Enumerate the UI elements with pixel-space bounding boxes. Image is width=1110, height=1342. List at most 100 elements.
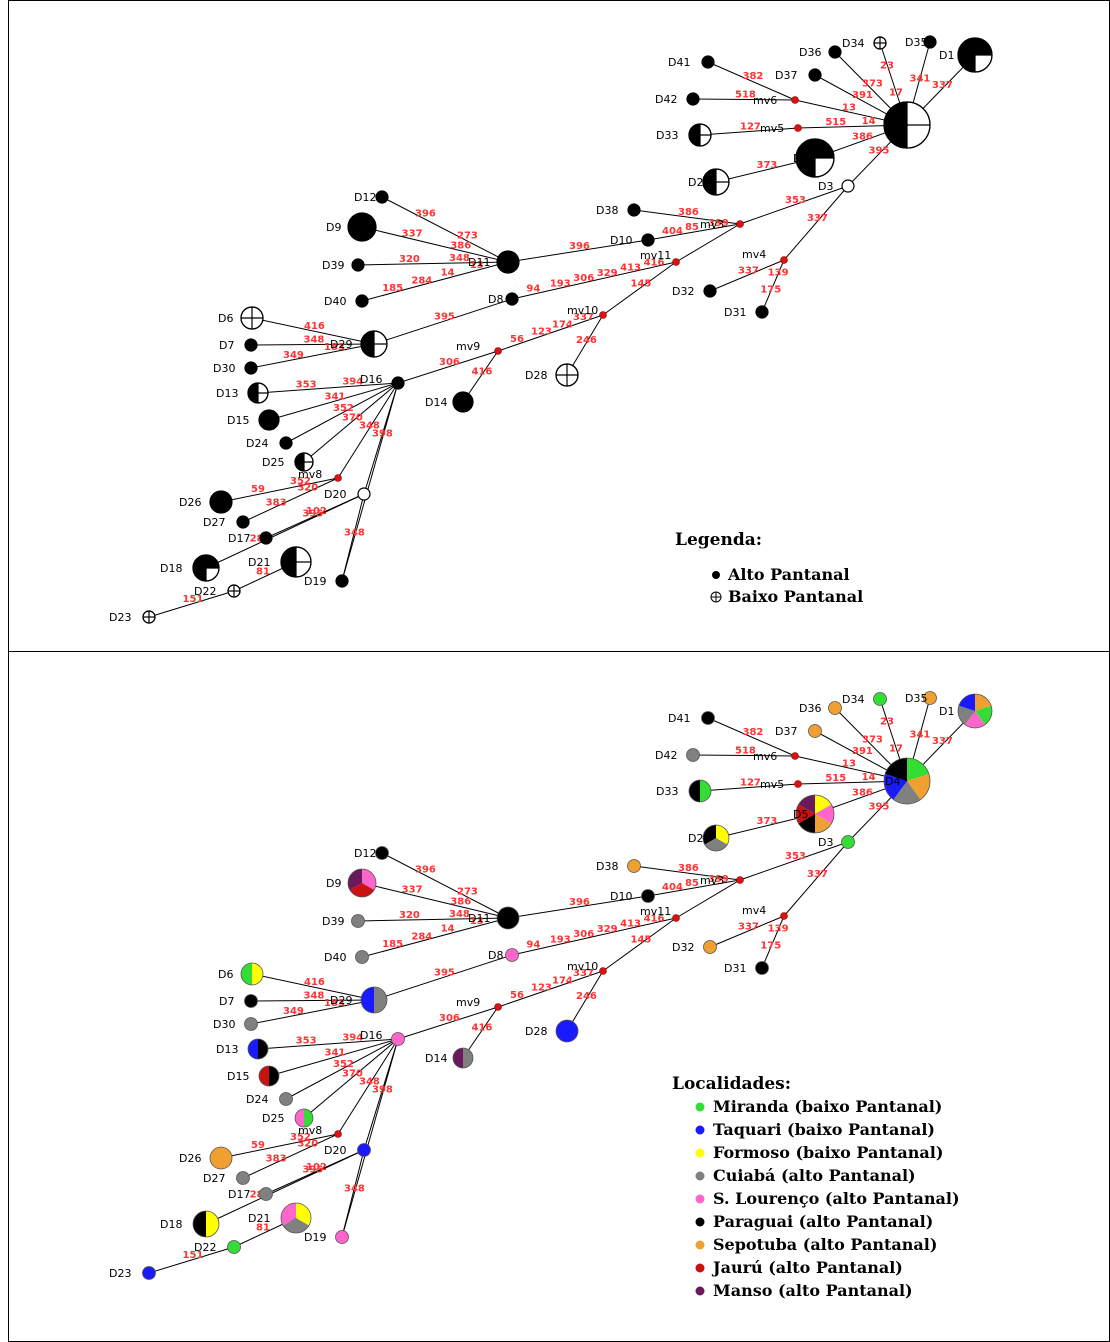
haplotype-node-D5: D5: [793, 794, 835, 834]
node-label: D29: [330, 338, 352, 351]
mutation-label: 14: [441, 924, 455, 935]
mutation-label: 85: [685, 222, 699, 233]
edge-mv5-D33: [699, 127, 799, 136]
haplotype-node-D4: D4: [883, 101, 931, 149]
node-label: D4: [885, 775, 900, 788]
edge-mv6-D42: [692, 754, 796, 757]
edge-mv8-D26: [220, 1133, 339, 1159]
mutation-label: 348: [359, 1077, 380, 1088]
edge-mv4-D32: [709, 915, 785, 948]
node-label: D5: [793, 808, 808, 821]
legend-item-label: S. Lourenço (alto Pantanal): [713, 1189, 960, 1208]
pie-slice: [463, 1048, 473, 1068]
haplotype-node-D24: D24: [246, 1092, 293, 1106]
mutation-label: 348: [449, 253, 470, 264]
mutation-label: 341: [910, 730, 931, 741]
edge-D29-D30: [250, 999, 375, 1025]
node-label: D36: [799, 702, 821, 715]
mutation-label: 13: [842, 103, 856, 114]
median-vector-node: mv8: [298, 1124, 342, 1138]
edge-D22-D23: [148, 1246, 235, 1274]
pie-slice: [304, 1109, 313, 1127]
haplotype-node-D2: D2: [688, 824, 730, 852]
haplotype-node-D9: D9: [326, 868, 377, 898]
haplotype-node-D6: D6: [218, 962, 264, 986]
node-label: D21: [248, 556, 270, 569]
mutation-label: 145: [631, 935, 652, 946]
mutation-label: 183: [324, 342, 345, 353]
mutation-label: 404: [662, 882, 683, 893]
mutation-label: 175: [760, 285, 781, 296]
haplotype-node-D7: D7: [219, 994, 258, 1008]
node-label: D37: [775, 69, 797, 82]
mutation-label: 81: [256, 1223, 270, 1234]
mutation-label: 348: [344, 528, 365, 539]
mutation-label: 320: [297, 483, 318, 494]
pie-slice: [241, 963, 252, 985]
edge-mv3-D38: [633, 209, 741, 225]
haplotype-node-D25: D25: [262, 1108, 314, 1128]
haplotype-node-D33: D33: [656, 123, 712, 147]
node-label: D19: [304, 575, 326, 588]
edge-D16-D13: [257, 1038, 399, 1050]
node-label: D33: [656, 129, 678, 142]
node-label: D9: [326, 221, 341, 234]
mutation-label: 102: [306, 1162, 327, 1173]
node-label: D3: [818, 180, 833, 193]
mutation-label: 341: [325, 1048, 346, 1059]
legend-color-dot-icon: [695, 1171, 705, 1181]
mutation-label: 306: [573, 273, 594, 284]
mutation-label: 81: [256, 567, 270, 578]
median-vector-node: mv11: [640, 249, 680, 266]
node-label: D24: [246, 1093, 268, 1106]
edge-mv10-mv9: [497, 970, 604, 1008]
pie-slice: [689, 780, 700, 802]
mutation-label: 399: [708, 218, 729, 229]
haplotype-node-D30: D30: [213, 1017, 258, 1031]
haplotype-node-D27: D27: [203, 1171, 250, 1185]
median-vector-node: mv3: [700, 218, 744, 231]
haplotype-node-D10: D10: [610, 233, 655, 247]
pie-slice: [283, 1218, 309, 1234]
haplotype-node-D26: D26: [179, 490, 233, 514]
mutation-label: 284: [411, 275, 432, 286]
mutation-label: 139: [768, 923, 789, 934]
edge-mv6-D42: [692, 98, 796, 101]
legend-color-dot-icon: [695, 1240, 705, 1250]
node-label: mv11: [640, 905, 671, 918]
haplotype-node-D34: D34: [842, 692, 887, 706]
mutation-label: 395: [302, 509, 323, 520]
node-label: mv8: [298, 1124, 322, 1137]
haplotype-node-D24: D24: [246, 436, 293, 450]
node-label: mv6: [753, 750, 777, 763]
mutation-label: 320: [399, 910, 420, 921]
haplotype-node-D22: D22: [194, 584, 241, 598]
haplotype-node-D20: D20: [324, 487, 371, 501]
mutation-label: 353: [785, 851, 806, 862]
mutation-label: 56: [510, 990, 524, 1001]
mutation-label: 337: [402, 229, 423, 240]
edge-D20-D19: [341, 1149, 365, 1238]
edge-D16-D15: [268, 382, 399, 421]
node-label: D42: [655, 93, 677, 106]
haplotype-node-D39: D39: [322, 258, 365, 272]
edge-D16-D24: [285, 1038, 399, 1100]
mutation-label: 185: [382, 283, 403, 294]
node-label: D35: [905, 36, 927, 49]
haplotype-node-D41: D41: [668, 711, 715, 725]
pie-slice: [361, 987, 374, 1013]
edge-D16-D15: [268, 1038, 399, 1077]
pie-slice: [374, 987, 387, 1013]
haplotype-node-D5: D5: [793, 138, 835, 178]
node-label: D6: [218, 312, 233, 325]
pie-slice: [453, 1048, 463, 1068]
haplotype-node-D35: D35: [905, 35, 937, 49]
node-label: D28: [525, 1025, 547, 1038]
mutation-label: 183: [324, 998, 345, 1009]
edge-mv4-D32: [709, 259, 785, 292]
edge-D20-D19: [341, 493, 365, 582]
mutation-label: 246: [576, 991, 597, 1002]
haplotype-node-D1: D1: [939, 693, 993, 729]
legend-title: Localidades:: [672, 1074, 791, 1094]
mutation-label: 329: [597, 268, 618, 279]
